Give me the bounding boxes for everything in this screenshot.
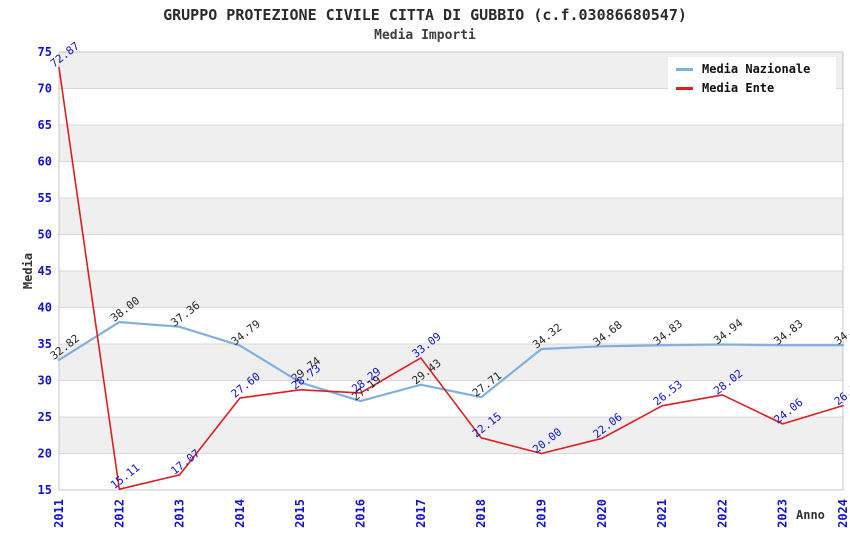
x-tick-label: 2020 xyxy=(595,499,609,528)
page-subtitle: Media Importi xyxy=(374,28,476,43)
x-tick-label: 2017 xyxy=(414,499,428,528)
series-line-media-nazionale xyxy=(57,321,845,403)
x-tick-label: 2014 xyxy=(233,499,247,528)
series-line-media-ente xyxy=(58,66,844,490)
y-tick-label: 45 xyxy=(38,264,52,278)
y-tick-label: 75 xyxy=(38,45,52,59)
y-tick-label: 15 xyxy=(38,483,52,497)
data-label: 34.85 xyxy=(832,317,850,348)
x-tick-label: 2018 xyxy=(474,499,488,528)
y-tick-label: 65 xyxy=(38,118,52,132)
y-tick-label: 25 xyxy=(38,410,52,424)
data-label: 34.94 xyxy=(711,316,745,347)
data-label: 34.83 xyxy=(771,317,805,348)
plot-band xyxy=(59,198,843,235)
x-tick-label: 2019 xyxy=(534,499,548,528)
data-label: 26.53 xyxy=(651,378,685,409)
plot-band xyxy=(59,417,843,454)
page-title: GRUPPO PROTEZIONE CIVILE CITTA DI GUBBIO… xyxy=(163,6,687,24)
plot-band xyxy=(59,271,843,308)
y-tick-label: 20 xyxy=(38,447,52,461)
data-label: 26.56 xyxy=(832,378,850,409)
data-label: 34.79 xyxy=(229,317,263,348)
x-tick-label: 2024 xyxy=(836,499,850,528)
y-axis-title: Media xyxy=(21,252,35,290)
legend-label: Media Ente xyxy=(702,81,775,95)
x-tick-label: 2013 xyxy=(173,499,187,528)
x-tick-label: 2022 xyxy=(715,499,729,528)
legend-swatch-nazionale-icon xyxy=(676,67,693,71)
y-tick-label: 40 xyxy=(38,301,52,315)
x-tick-label: 2023 xyxy=(776,499,790,528)
legend-swatch-ente-icon xyxy=(676,86,693,90)
y-tick-label: 60 xyxy=(38,155,52,169)
legend-item-media-ente: Media Ente xyxy=(676,81,828,95)
y-tick-label: 50 xyxy=(38,228,52,242)
x-axis-title: Anno xyxy=(796,508,825,522)
legend-label: Media Nazionale xyxy=(702,62,811,76)
x-tick-label: 2011 xyxy=(52,499,66,528)
plot-band xyxy=(59,125,843,162)
plot-border xyxy=(58,51,844,491)
x-tick-label: 2012 xyxy=(112,499,126,528)
legend-item-media-nazionale: Media Nazionale xyxy=(676,62,828,76)
y-tick-label: 70 xyxy=(38,82,52,96)
x-tick-label: 2015 xyxy=(293,499,307,528)
legend: Media Nazionale Media Ente xyxy=(668,57,836,101)
y-tick-label: 30 xyxy=(38,374,52,388)
y-tick-label: 55 xyxy=(38,191,52,205)
data-label: 34.83 xyxy=(651,317,685,348)
y-tick-label: 35 xyxy=(38,337,52,351)
plot-band xyxy=(59,344,843,381)
x-tick-label: 2016 xyxy=(354,499,368,528)
x-tick-label: 2021 xyxy=(655,499,669,528)
